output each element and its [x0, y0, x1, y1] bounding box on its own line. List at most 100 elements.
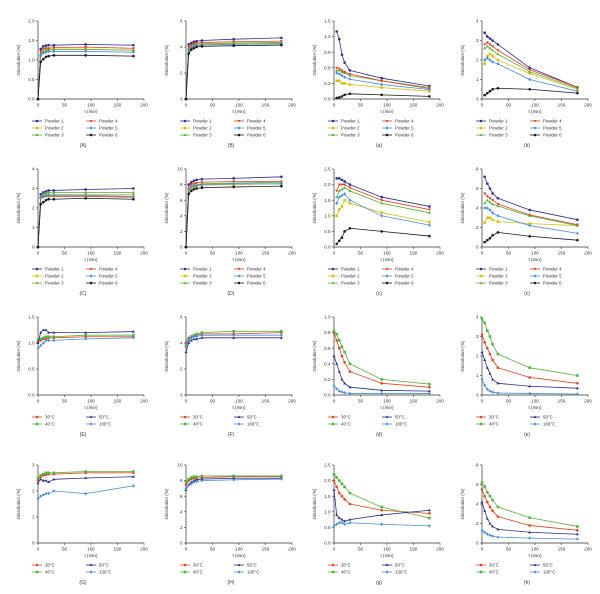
legend-label: 50°C — [395, 563, 405, 568]
legend-label: Powder 4 — [99, 267, 118, 272]
panel-label: (h) — [524, 580, 530, 586]
data-point — [36, 476, 40, 480]
data-point — [36, 341, 40, 345]
data-point — [491, 534, 495, 538]
y-tick-label: 6 — [180, 315, 183, 320]
legend-marker — [35, 274, 39, 278]
series-line — [185, 183, 282, 248]
y-axis-label: Dissolution (%) — [164, 340, 169, 371]
legend-label: 50°C — [543, 415, 553, 420]
y-tick-label: 2 — [180, 367, 183, 372]
x-tick-label: 100 — [383, 103, 391, 108]
data-point — [338, 479, 341, 482]
legend-marker — [385, 267, 389, 271]
data-point — [576, 91, 579, 95]
data-point — [488, 200, 492, 204]
data-point — [428, 205, 431, 208]
series-100-c — [332, 521, 431, 528]
y-tick-label: 0 — [32, 245, 35, 250]
legend-label: Powder 4 — [395, 267, 414, 272]
x-tick-label: 50 — [62, 103, 68, 108]
y-tick-label: 1.5 — [28, 315, 35, 320]
data-point — [84, 193, 88, 198]
legend-marker — [331, 563, 335, 567]
legend-label: 40°C — [489, 422, 499, 427]
chart-svg: 0.0 0.2 0.4 0.6 0.8 1.0 0 50 100 150 200 t (min) Dis… — [312, 315, 444, 438]
legend-item: 50°C — [86, 563, 109, 568]
data-point — [488, 43, 492, 46]
series-50-c — [36, 328, 135, 345]
chart-svg: 0 2 4 6 8 0 50 100 150 200 t (min) Dissolution (%) P… — [460, 167, 592, 297]
data-point — [528, 70, 532, 73]
x-tick-label: 100 — [531, 547, 539, 552]
data-point — [428, 385, 431, 389]
legend-label: 100°C — [247, 422, 259, 427]
x-tick-label: 150 — [410, 547, 418, 552]
data-point — [348, 362, 352, 366]
legend-marker — [385, 133, 389, 137]
data-point — [343, 198, 346, 202]
data-point — [340, 205, 344, 208]
data-point — [380, 378, 383, 381]
y-tick-label: 1.0 — [324, 213, 331, 218]
data-point — [52, 471, 56, 475]
legend-item: Powder 4 — [382, 267, 414, 272]
series-line — [185, 181, 282, 248]
x-axis-label: t (min) — [232, 553, 245, 558]
x-tick-label: 200 — [288, 251, 296, 256]
y-tick-label: 0 — [180, 541, 183, 546]
data-point — [488, 335, 492, 338]
data-point — [52, 46, 56, 50]
data-point — [200, 333, 204, 337]
data-point — [132, 333, 135, 337]
legend-label: Powder 5 — [543, 126, 562, 131]
data-point — [52, 193, 56, 198]
legend-item: Powder 6 — [86, 133, 118, 138]
x-tick-label: 0 — [185, 399, 188, 404]
data-point — [496, 43, 500, 46]
legend-item: 40°C — [180, 422, 203, 427]
legend-item: Powder 3 — [328, 281, 360, 286]
series-50-c — [480, 350, 579, 390]
legend-label: Powder 5 — [543, 274, 562, 279]
data-point — [488, 216, 492, 220]
data-point — [190, 41, 193, 45]
data-point — [348, 226, 352, 230]
x-tick-label: 50 — [506, 103, 512, 108]
chart-svg: 0 2 4 6 0 50 100 150 200 t (min) Dissolution (%) 30… — [164, 315, 296, 438]
panel-label: (F) — [228, 432, 235, 438]
data-point — [190, 48, 193, 51]
data-point — [184, 486, 188, 491]
data-point — [47, 197, 50, 201]
data-point — [348, 73, 352, 76]
legend-item: Powder 6 — [530, 281, 562, 286]
data-point — [380, 211, 383, 214]
data-point — [528, 524, 531, 527]
chart-panel-2: 0 2 4 6 0 50 100 150 200 t (min) Dissolution (%) Po… — [150, 2, 298, 150]
x-tick-label: 0 — [37, 547, 40, 552]
y-tick-label: 1.5 — [324, 19, 331, 24]
legend-label: 100°C — [99, 570, 111, 575]
legend-marker — [183, 563, 187, 567]
data-point — [496, 204, 500, 208]
legend-item: Powder 4 — [530, 267, 562, 272]
data-point — [84, 47, 88, 51]
data-point — [132, 54, 135, 58]
data-point — [428, 512, 431, 515]
x-axis-label: t (min) — [380, 109, 393, 114]
data-point — [483, 341, 486, 344]
data-point — [480, 317, 484, 321]
y-axis-label: Dissolution (%) — [460, 340, 465, 371]
data-point — [528, 66, 531, 70]
legend-label: 40°C — [193, 570, 203, 575]
data-point — [36, 346, 40, 350]
legend-marker — [89, 274, 93, 278]
data-point — [483, 43, 487, 46]
data-point — [84, 476, 88, 480]
y-tick-label: 1 — [32, 515, 35, 520]
series-50-c — [332, 488, 431, 523]
data-point — [496, 214, 500, 218]
data-point — [575, 532, 579, 536]
data-point — [335, 476, 338, 479]
y-tick-label: 3 — [476, 38, 479, 43]
